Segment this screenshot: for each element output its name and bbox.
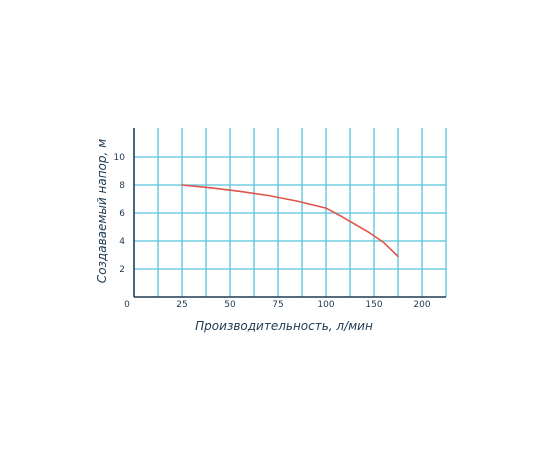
grid bbox=[133, 128, 447, 297]
y-tick-label: 4 bbox=[119, 237, 125, 247]
x-tick-label: 100 bbox=[317, 300, 334, 310]
x-tick-labels: 0 25 50 75 100 150 200 bbox=[124, 300, 431, 310]
x-tick-label: 25 bbox=[176, 300, 187, 310]
axes bbox=[133, 128, 446, 298]
x-tick-label: 0 bbox=[124, 300, 130, 310]
y-tick-label: 8 bbox=[119, 181, 125, 191]
x-tick-label: 50 bbox=[224, 300, 236, 310]
y-tick-label: 10 bbox=[114, 153, 126, 163]
x-tick-label: 200 bbox=[413, 300, 430, 310]
y-axis-label: Создаваемый напор, м bbox=[95, 139, 109, 283]
x-tick-label: 75 bbox=[272, 300, 283, 310]
series-layer bbox=[181, 184, 399, 258]
series-line bbox=[181, 184, 399, 258]
y-tick-label: 2 bbox=[119, 265, 125, 275]
x-tick-label: 150 bbox=[365, 300, 382, 310]
y-tick-label: 6 bbox=[119, 209, 125, 219]
x-axis-label: Производительность, л/мин bbox=[195, 319, 373, 333]
y-tick-labels: 2 4 6 8 10 bbox=[114, 153, 126, 275]
